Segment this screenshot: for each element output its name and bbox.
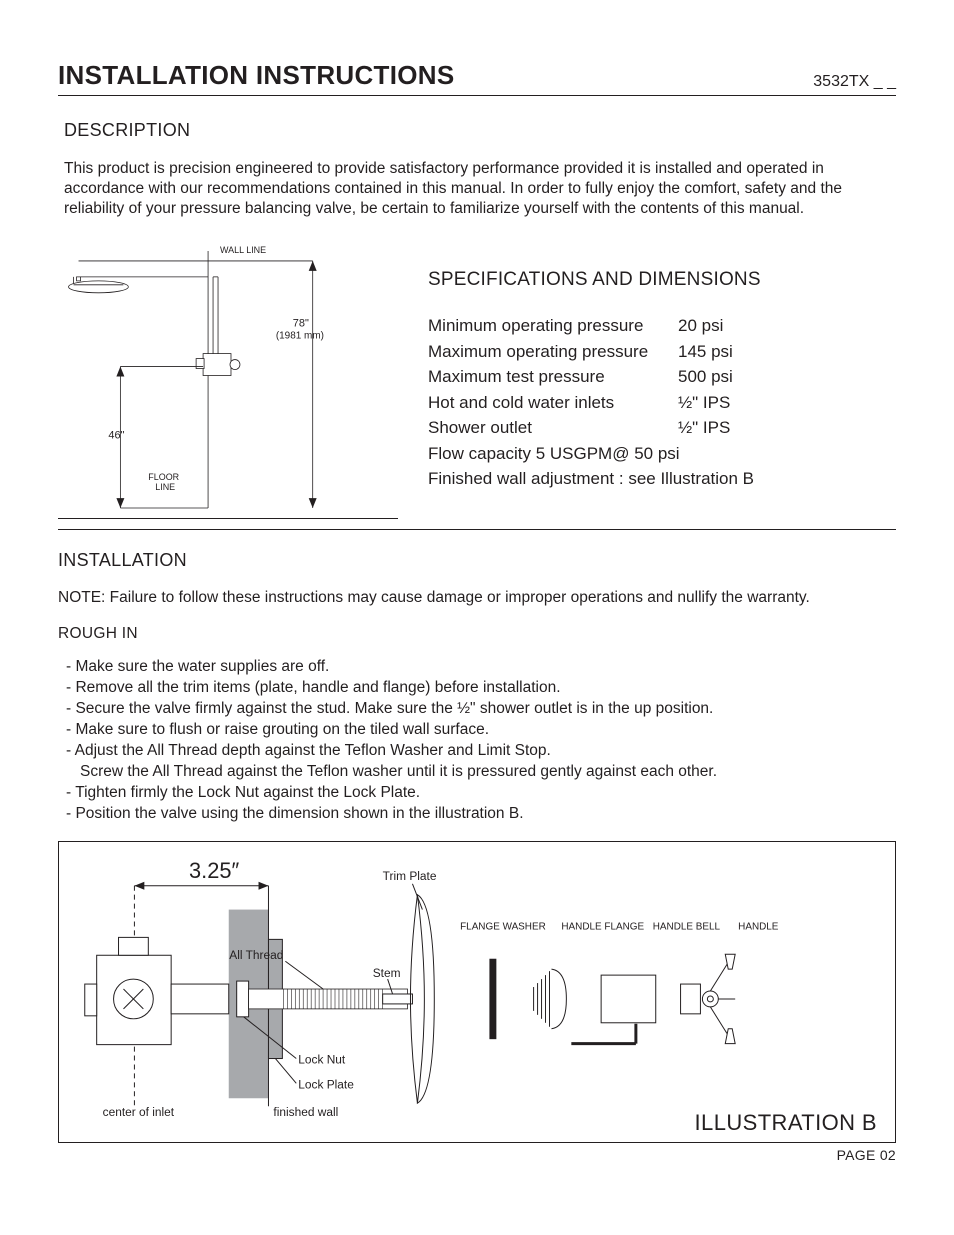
step: Tighten firmly the Lock Nut against the … [66,783,896,804]
handle-flange-label: HANDLE FLANGE [561,921,644,932]
spec-flow: Flow capacity 5 USGPM@ 50 psi [428,441,680,467]
step: Make sure the water supplies are off. [66,657,896,678]
svg-text:LINE: LINE [155,483,175,493]
finished-wall-label: finished wall [273,1105,338,1119]
trim-plate-label: Trim Plate [383,869,437,883]
flange-washer-label: FLANGE WASHER [460,921,546,932]
spec-row-container: WALL LINE [58,239,896,530]
spec-value: 145 psi [678,339,733,365]
installation-note: NOTE: Failure to follow these instructio… [58,589,896,607]
step: Make sure to flush or raise grouting on … [66,720,896,741]
svg-text:FLOOR: FLOOR [148,473,179,483]
spec-wall-adj: Finished wall adjustment : see Illustrat… [428,466,754,492]
description-text: This product is precision engineered to … [64,159,896,219]
lock-plate-label: Lock Plate [298,1077,354,1091]
description-section: DESCRIPTION This product is precision en… [58,120,896,219]
spec-label: Shower outlet [428,415,678,441]
dim-325: 3.25″ [189,858,239,883]
spec-value: 500 psi [678,364,733,390]
spec-label: Hot and cold water inlets [428,390,678,416]
step: Remove all the trim items (plate, handle… [66,678,896,699]
specifications: SPECIFICATIONS AND DIMENSIONS Minimum op… [428,239,896,519]
installation-heading: INSTALLATION [58,550,896,571]
illustration-b-title: ILLUSTRATION B [695,1110,877,1136]
all-thread-label: All Thread [229,948,283,962]
step: Secure the valve firmly against the stud… [66,699,896,720]
step-cont: Screw the All Thread against the Teflon … [66,762,896,783]
main-title: INSTALLATION INSTRUCTIONS [58,60,455,91]
roughin-heading: ROUGH IN [58,625,896,643]
page-number: PAGE 02 [58,1147,896,1163]
handle-bell-label: HANDLE BELL [653,921,721,932]
dim-78mm: (1981 mm) [276,331,324,342]
diagram-a: WALL LINE [58,239,398,519]
dim-78: 78" [293,318,309,330]
spec-label: Minimum operating pressure [428,313,678,339]
step: Adjust the All Thread depth against the … [66,741,896,762]
spec-label: Maximum operating pressure [428,339,678,365]
specs-heading: SPECIFICATIONS AND DIMENSIONS [428,269,896,291]
roughin-list: Make sure the water supplies are off. Re… [58,657,896,824]
spec-value: ½" IPS [678,390,730,416]
spec-label: Maximum test pressure [428,364,678,390]
installation-section: INSTALLATION NOTE: Failure to follow the… [58,550,896,824]
spec-value: 20 psi [678,313,723,339]
step: Position the valve using the dimension s… [66,804,896,825]
center-inlet-label: center of inlet [103,1105,175,1119]
model-number: 3532TX _ _ [813,73,896,91]
header: INSTALLATION INSTRUCTIONS 3532TX _ _ [58,60,896,96]
handle-label: HANDLE [738,921,779,932]
illustration-b: 3.25″ center of inlet finished wall [58,841,896,1143]
wall-line-label: WALL LINE [220,245,266,255]
dim-46: 46" [108,430,124,442]
lock-nut-label: Lock Nut [298,1052,346,1066]
spec-value: ½" IPS [678,415,730,441]
stem-label: Stem [373,966,401,980]
description-heading: DESCRIPTION [64,120,896,141]
